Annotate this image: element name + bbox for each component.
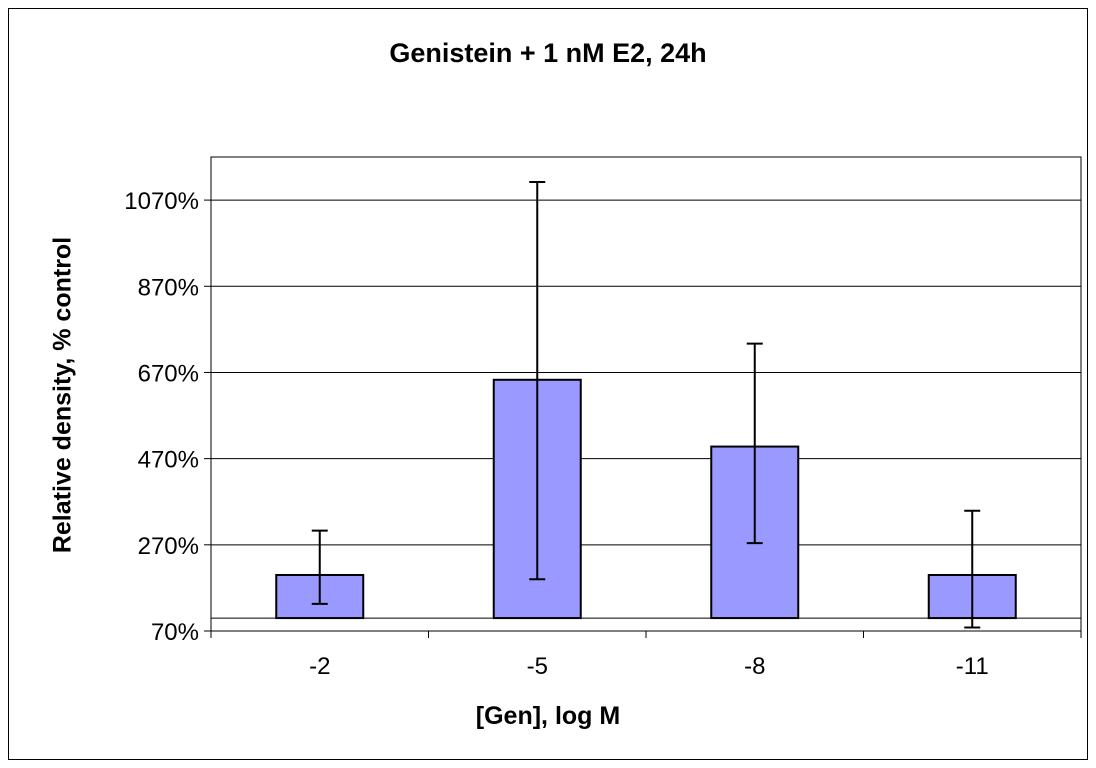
x-tick-label: -8 bbox=[744, 653, 765, 680]
axes bbox=[204, 199, 1082, 638]
error-bars bbox=[311, 180, 981, 629]
y-tick-label: 270% bbox=[138, 533, 199, 560]
y-tick-label: 870% bbox=[138, 274, 199, 301]
y-tick-label: 670% bbox=[138, 360, 199, 387]
x-tick-label: -2 bbox=[309, 653, 330, 680]
plot-area bbox=[210, 156, 1082, 632]
chart-title: Genistein + 1 nM E2, 24h bbox=[389, 38, 707, 68]
y-tick-label: 70% bbox=[151, 619, 199, 646]
y-tick-label: 470% bbox=[138, 447, 199, 474]
gridlines bbox=[211, 199, 1081, 546]
bars bbox=[275, 378, 1017, 620]
y-tick-label: 1070% bbox=[124, 188, 199, 215]
x-tick-label: -11 bbox=[956, 653, 989, 680]
x-axis-title: [Gen], log M bbox=[475, 702, 621, 730]
tick-labels: 70% 270% 470% 670% 870% 1070% -2 -5 -8 -11 bbox=[124, 188, 988, 680]
x-tick-label: -5 bbox=[527, 653, 548, 680]
